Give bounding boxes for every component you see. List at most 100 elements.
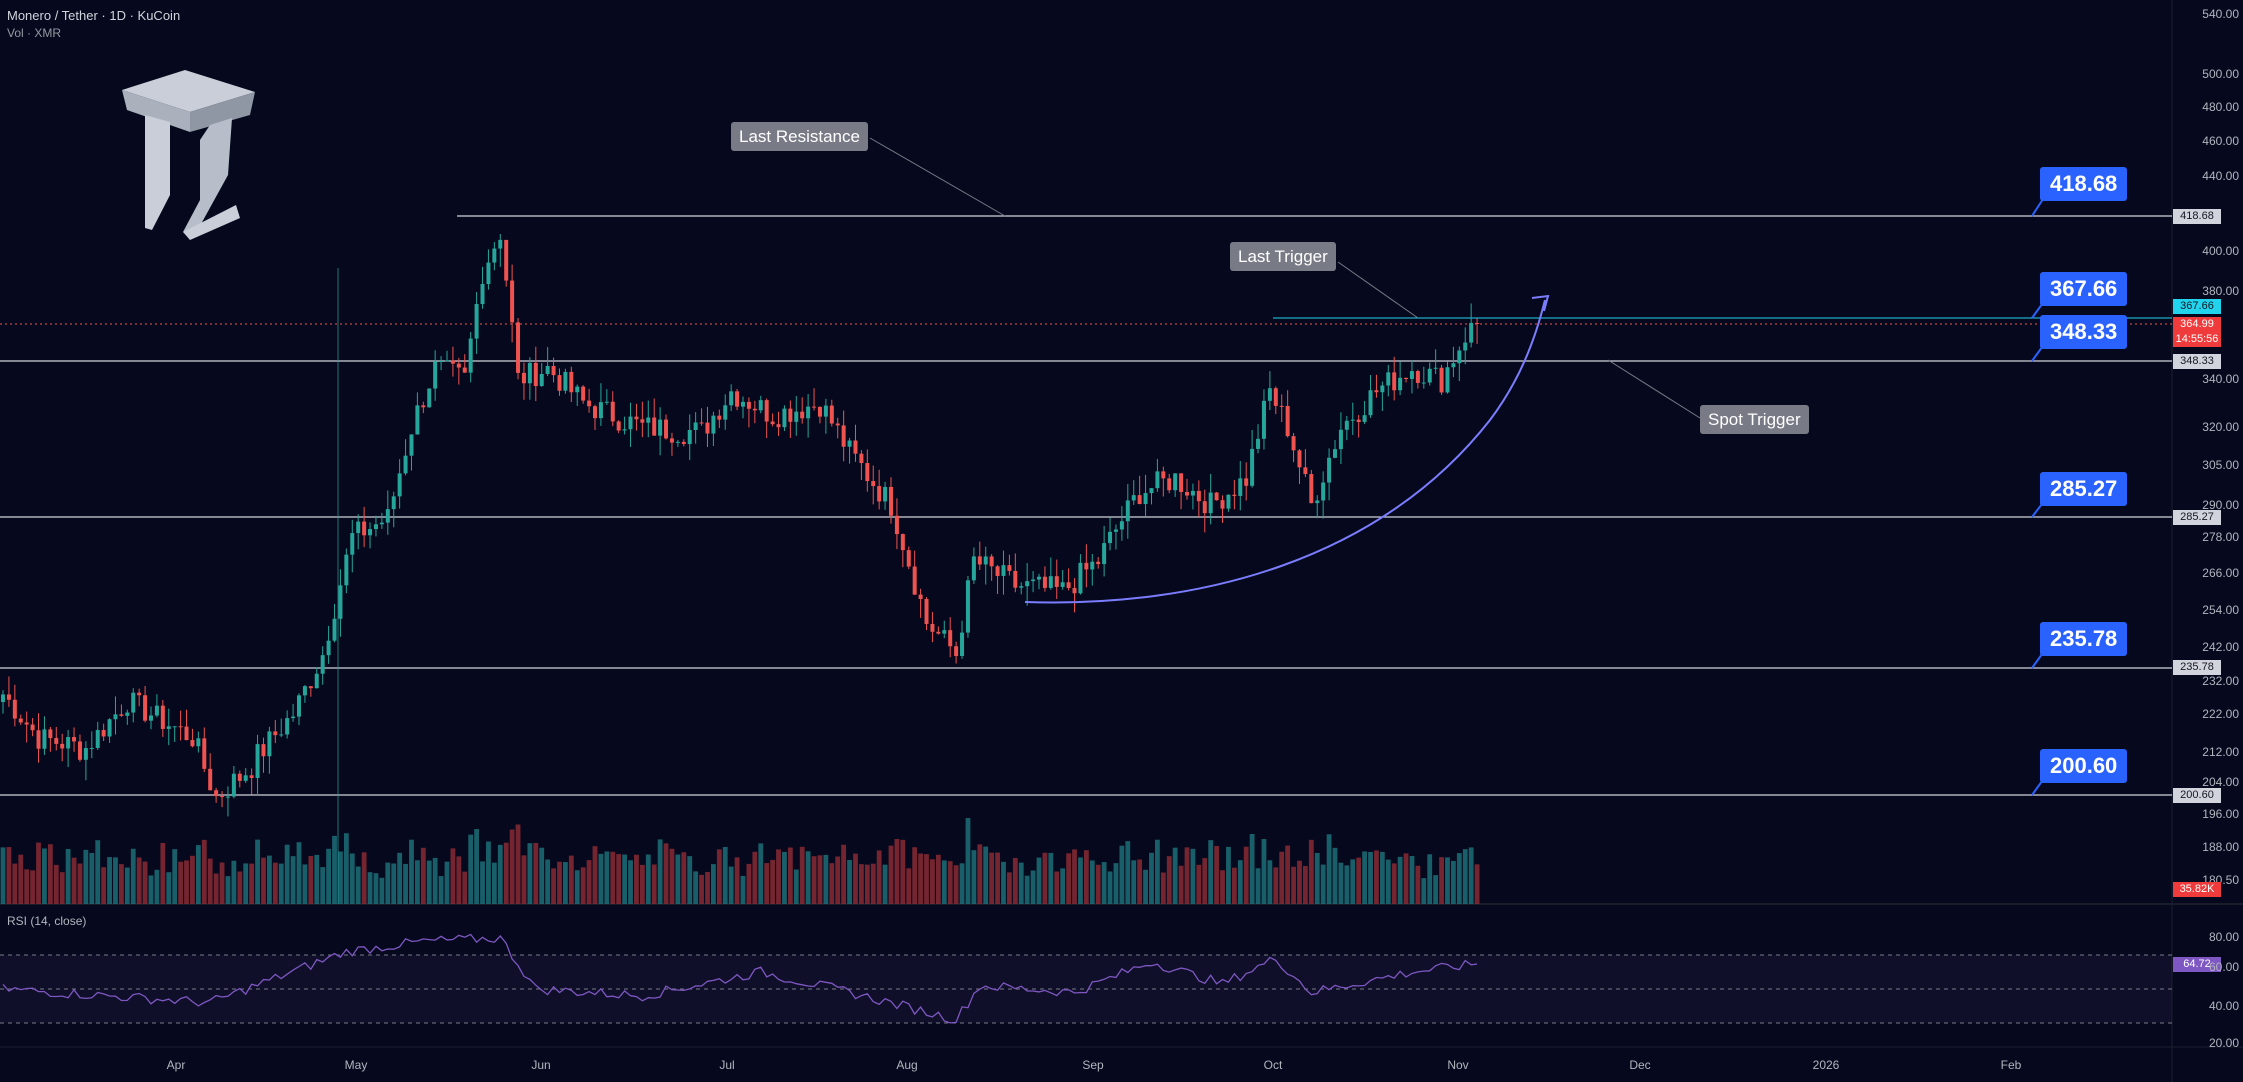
price-tick: 380.00 (2202, 284, 2239, 298)
candle-body (1001, 565, 1006, 576)
volume-bar (533, 843, 539, 904)
candle-body (72, 737, 77, 742)
volume-bar (160, 842, 166, 904)
price-tick: 400.00 (2202, 244, 2239, 258)
candle-body (995, 566, 1000, 576)
candle-body (1155, 471, 1160, 489)
candle-body (1019, 586, 1024, 588)
volume-bar (213, 873, 219, 904)
volume-bar (859, 864, 864, 904)
volume-bar (1095, 864, 1101, 904)
candle-body (640, 419, 645, 423)
volume-label[interactable]: Vol · XMR (7, 26, 62, 40)
candle-body (1013, 570, 1018, 588)
price-tick: 204.00 (2202, 775, 2239, 789)
price-tag-200: 200.60 (2173, 788, 2221, 803)
candle-body (889, 486, 893, 516)
volume-bar (349, 853, 355, 904)
volume-bar (870, 863, 876, 904)
volume-bar (308, 855, 314, 904)
volume-bar (284, 844, 290, 904)
volume-bar (486, 841, 491, 904)
candle-body (1037, 576, 1041, 580)
volume-bar (107, 857, 112, 904)
volume-bar (438, 876, 444, 904)
candle-body (1285, 405, 1290, 437)
price-tick: 242.00 (2202, 640, 2239, 654)
candle-body (912, 566, 917, 595)
candle-body (1007, 565, 1012, 571)
volume-bar (1279, 851, 1285, 904)
candle-body (977, 556, 982, 565)
candle-body (865, 463, 870, 482)
candle-body (48, 729, 53, 739)
candle-body (1398, 377, 1403, 391)
price-tick: 305.00 (2202, 458, 2239, 472)
rsi-label[interactable]: RSI (14, close) (7, 914, 87, 928)
candle-body (421, 405, 426, 408)
candle-body (604, 401, 609, 403)
volume-bar (752, 851, 758, 904)
volume-bar (130, 848, 136, 904)
volume-bar (290, 856, 296, 904)
candle-body (350, 533, 355, 555)
volume-bar (1036, 857, 1042, 904)
volume-bar (693, 871, 699, 904)
volume-bar (604, 851, 610, 904)
level-box-418: 418.68 (2040, 167, 2128, 201)
volume-bar (711, 864, 716, 904)
volume-bar (1083, 850, 1089, 904)
candle-body (1179, 473, 1184, 493)
candle-body (279, 734, 284, 736)
volume-bar (1456, 853, 1462, 904)
volume-bar (574, 870, 580, 904)
symbol-title[interactable]: Monero / Tether · 1D · KuCoin (7, 8, 181, 23)
candle-body (1321, 482, 1326, 501)
candle-body (1078, 562, 1083, 594)
candle-body (563, 371, 568, 391)
volume-bar (1308, 839, 1314, 904)
candle-body (634, 416, 639, 420)
candle-body (184, 726, 189, 741)
candle-body (1090, 561, 1095, 570)
candle-body (474, 304, 479, 339)
volume-bar (77, 863, 83, 904)
candle-body (918, 594, 923, 599)
volume-bar (456, 856, 462, 904)
candle-body (291, 716, 296, 719)
candle-body (806, 406, 811, 419)
candle-body (320, 655, 325, 674)
volume-bar (959, 863, 965, 904)
candle-body (942, 630, 947, 634)
callout-spot-trigger: Spot Trigger (1700, 405, 1809, 434)
volume-bar (148, 875, 154, 904)
volume-bar (1054, 871, 1060, 904)
candle-body (628, 416, 633, 430)
candle-body (527, 362, 532, 384)
volume-bar (184, 860, 189, 904)
volume-bar (598, 853, 604, 904)
candle-body (1220, 500, 1225, 509)
volume-bar (1101, 862, 1107, 904)
volume-bar (1320, 864, 1326, 904)
time-tick: Aug (896, 1058, 918, 1072)
volume-bar (1143, 869, 1148, 904)
volume-bar (136, 857, 142, 904)
candle-body (965, 580, 970, 633)
candle-body (1291, 436, 1296, 451)
price-tick: 232.00 (2202, 674, 2239, 688)
price-tag-285: 285.27 (2173, 510, 2221, 525)
candle-body (1392, 372, 1397, 391)
volume-bar (1421, 878, 1427, 904)
volume-bar (178, 861, 183, 904)
volume-bar (705, 871, 710, 904)
candle-body (1256, 438, 1261, 449)
time-tick: Jun (531, 1058, 551, 1072)
candle-body (42, 729, 47, 749)
candle-body (249, 775, 254, 779)
candle-body (1, 694, 5, 702)
volume-bar (563, 862, 568, 904)
candle-body (835, 423, 840, 426)
